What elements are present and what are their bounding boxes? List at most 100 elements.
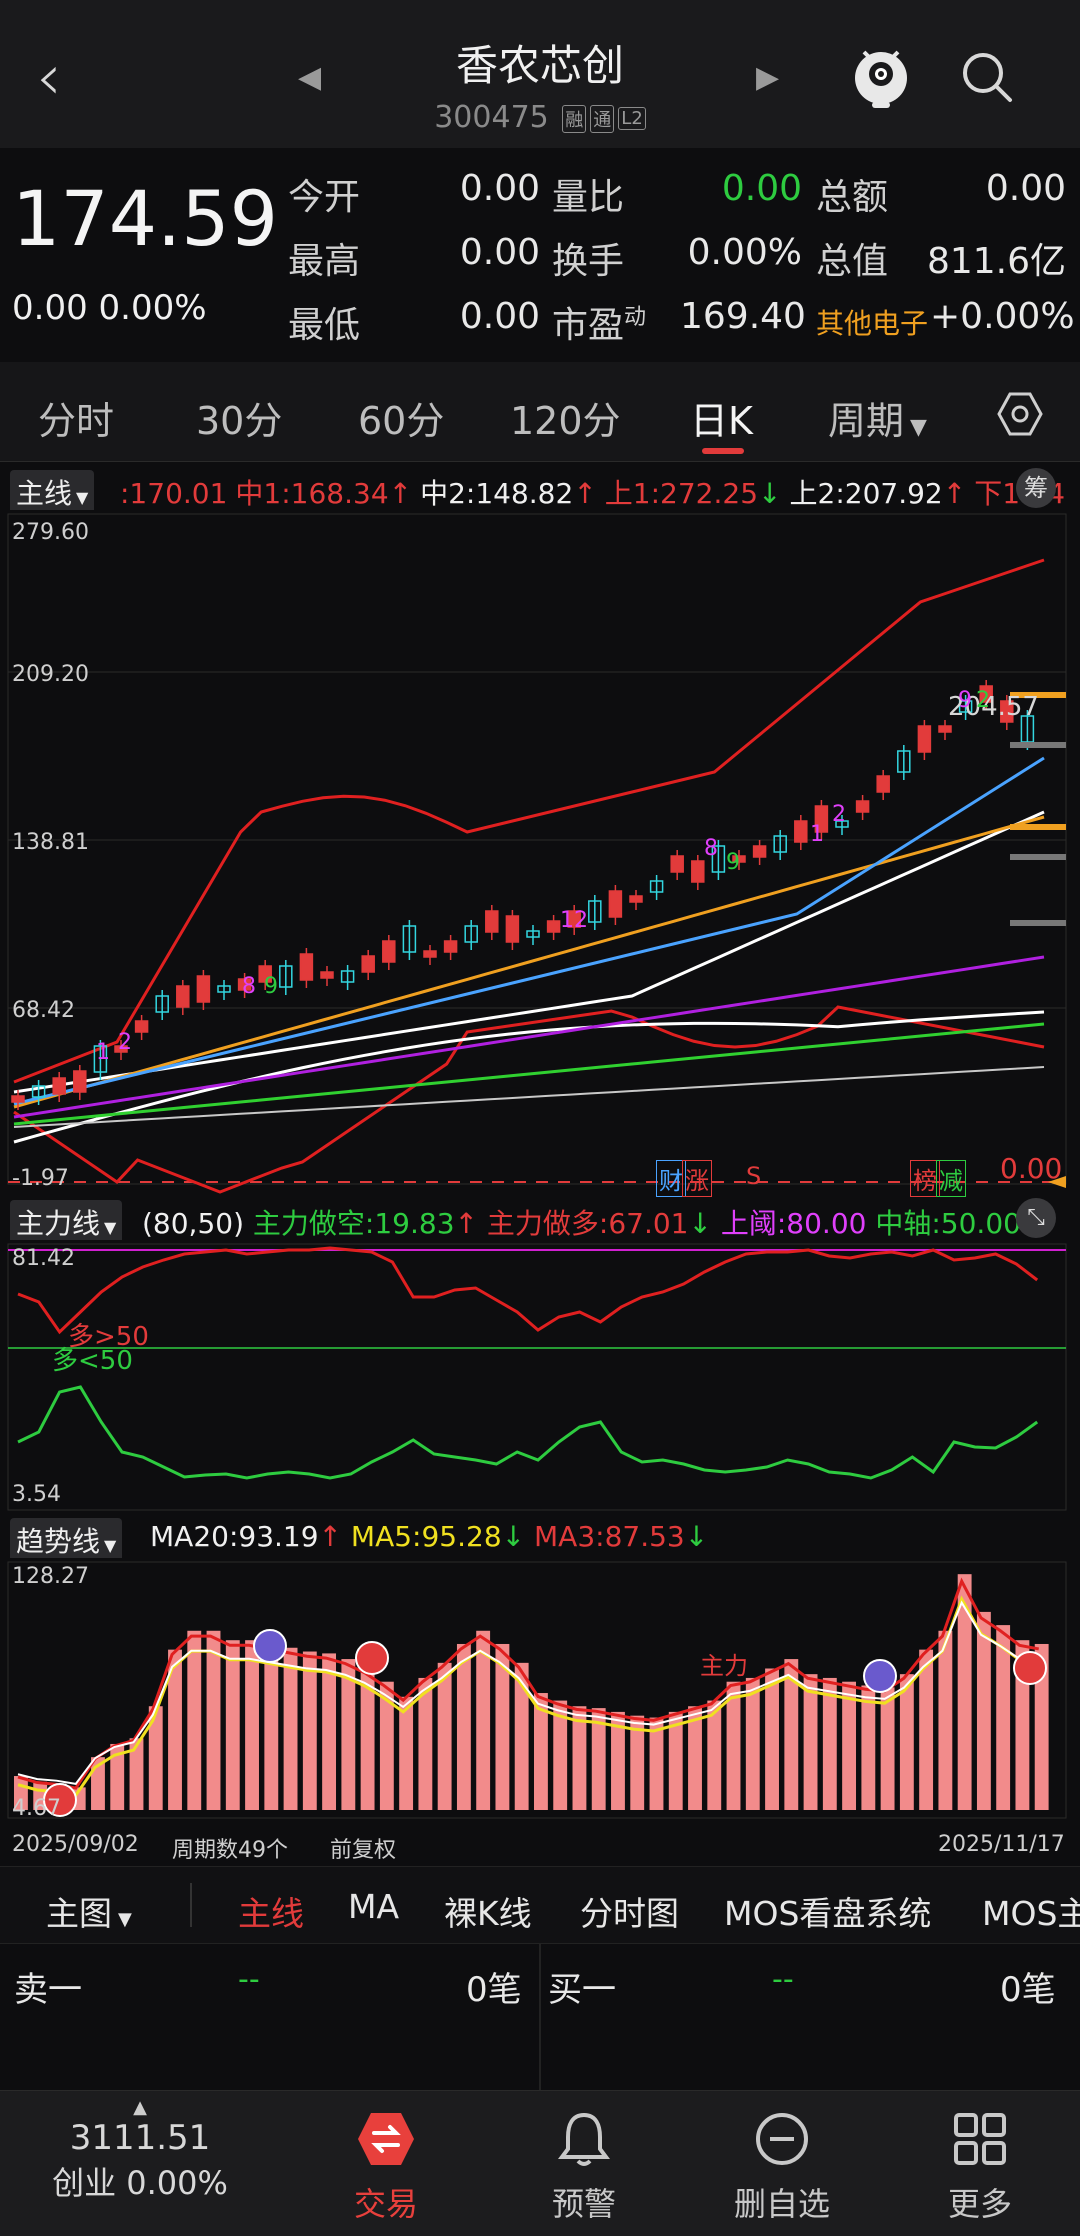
trend-bar [341,1659,356,1810]
turnover-label: 换手 [552,241,625,282]
sector-label[interactable]: 其他电子 [816,307,929,340]
digit-label: 2 [832,802,846,827]
grid-icon [954,2113,1006,2165]
marker-finance[interactable]: 财 [656,1160,686,1197]
trend-ma5-arrow: ↓ [501,1520,526,1553]
ind-tab-naked-k[interactable]: 裸K线 [444,1894,532,1933]
mainforce-selector[interactable]: 主力线 ▼ [10,1200,123,1240]
mainforce-long-arrow: ↓ [688,1207,712,1240]
trend-bar [418,1677,433,1810]
ind-tab-timeshare[interactable]: 分时图 [580,1894,679,1933]
main-chart-dropdown[interactable]: 主图 ▼ [46,1887,132,1935]
ind-tab-mos[interactable]: MOS看盘系统 [724,1894,932,1933]
nav-trade[interactable]: 交易 [316,2109,456,2225]
candle-body [567,910,581,928]
candle-body [320,971,334,979]
candle-body [917,725,932,753]
level-marker [1010,824,1066,830]
trend-bar [168,1649,182,1810]
candle-body [958,700,973,713]
sell-one-price: -- [238,1962,260,1997]
trend-bar [630,1715,645,1810]
caret-up-icon: ▲ [133,2097,147,2118]
chart-frame [7,513,1067,1185]
prev-stock-icon[interactable]: ◀ [298,60,322,95]
trend-bar [784,1659,799,1810]
trend-signal-icon [1013,1651,1047,1685]
level-marker [1010,854,1066,860]
low-label: 最低 [288,305,361,346]
candle-body [505,915,520,943]
volume-ratio-label: 量比 [552,177,625,218]
index-ticker[interactable]: ▲ 3111.51 创业 0.00% [20,2097,260,2204]
trend-chart[interactable]: 128.27 4.67 主力 [0,1560,1080,1822]
tab-timeshare[interactable]: 分时 [38,399,115,443]
mainforce-indicator-row: 主力线 ▼ (80,50) 主力做空:19.83↑ 主力做多:67.01↓ 上阈:… [0,1196,1080,1240]
trend-bar [495,1643,510,1810]
main-selector-label: 主线 [16,477,73,510]
next-stock-icon[interactable]: ▶ [756,60,780,95]
digit-label: 8 [242,974,256,999]
marker-rise[interactable]: 涨 [682,1160,712,1197]
mf-y-bottom: 3.54 [12,1482,61,1507]
trend-bar [765,1668,779,1810]
ind-tab-ma[interactable]: MA [348,1887,400,1926]
tab-daily-k[interactable]: 日K [690,399,753,443]
adjust-mode[interactable]: 前复权 [330,1838,397,1863]
y-tick-2: 209.20 [12,662,89,687]
stock-name: 香农芯创 [455,41,624,90]
mainforce-chart[interactable]: 81.42 3.54 多>50 多<50 [0,1242,1080,1512]
search-icon[interactable] [958,48,1016,106]
candle-body [196,975,211,1003]
mascot-icon[interactable] [850,40,912,110]
trend-bar [1034,1643,1049,1810]
candle-body [423,950,437,958]
trend-bar [148,1706,163,1810]
tag-margin: 融 [562,104,587,133]
candle-body [176,985,190,1008]
open-label: 今开 [288,177,361,218]
expand-icon[interactable]: ⤡ [1016,1198,1056,1238]
divider [539,1944,541,2090]
y-tick-3: 138.81 [12,830,89,855]
main-chart[interactable]: 279.60 209.20 138.81 68.42 -1.97 204.57 … [0,512,1080,1197]
chip-distribution-button[interactable]: 筹 [1016,468,1056,508]
marker-s[interactable]: S [746,1162,762,1190]
candle-body [382,940,396,963]
nav-alert[interactable]: 预警 [514,2109,654,2225]
back-icon[interactable]: ‹ [36,41,62,115]
trend-selector-label: 趋势线 [16,1525,101,1558]
nav-more[interactable]: 更多 [910,2109,1050,2225]
trend-values: MA20:93.19↑ MA5:95.28↓ MA3:87.53↓ [150,1520,708,1553]
tab-30min[interactable]: 30分 [196,399,283,443]
upper-band-line [13,558,1045,1084]
mf-short-line [17,1385,1039,1480]
change-pct: 0.00% [98,288,207,328]
ma-blue-line [13,756,1045,1106]
mf-frame [7,1243,1067,1511]
open-value: 0.00 [459,168,540,209]
marker-rank[interactable]: 榜 [910,1160,940,1197]
ind-tab-mos-main[interactable]: MOS主 [982,1894,1080,1933]
main-indicator-2: 中2:148.82 [420,477,574,510]
quote-panel: 174.59 0.00 0.00% 今开 0.00 最高 0.00 最低 0.0… [0,148,1080,362]
tab-120min[interactable]: 120分 [510,399,621,443]
nav-remove-watch[interactable]: 删自选 [712,2109,852,2225]
tab-period-label: 周期 [828,399,905,443]
trend-bar [187,1630,202,1810]
tab-period[interactable]: 周期 ▼ [828,390,927,445]
trend-bar [668,1711,683,1810]
ind-tab-mainline[interactable]: 主线 [238,1894,304,1933]
candle-body [52,1077,66,1095]
trend-bar [379,1681,394,1810]
trend-bar [399,1696,414,1810]
stock-code-row: 300475 融通 L2 [0,100,1080,135]
tab-60min[interactable]: 60分 [358,399,445,443]
digit-label: 1 [96,1040,110,1065]
trend-selector[interactable]: 趋势线 ▼ [10,1518,123,1558]
main-selector[interactable]: 主线 ▼ [10,470,95,510]
nav-trade-label: 交易 [353,2185,418,2223]
settings-hexagon-icon[interactable] [996,390,1044,438]
marker-reduce[interactable]: 减 [936,1160,966,1197]
candle-body [711,845,726,873]
